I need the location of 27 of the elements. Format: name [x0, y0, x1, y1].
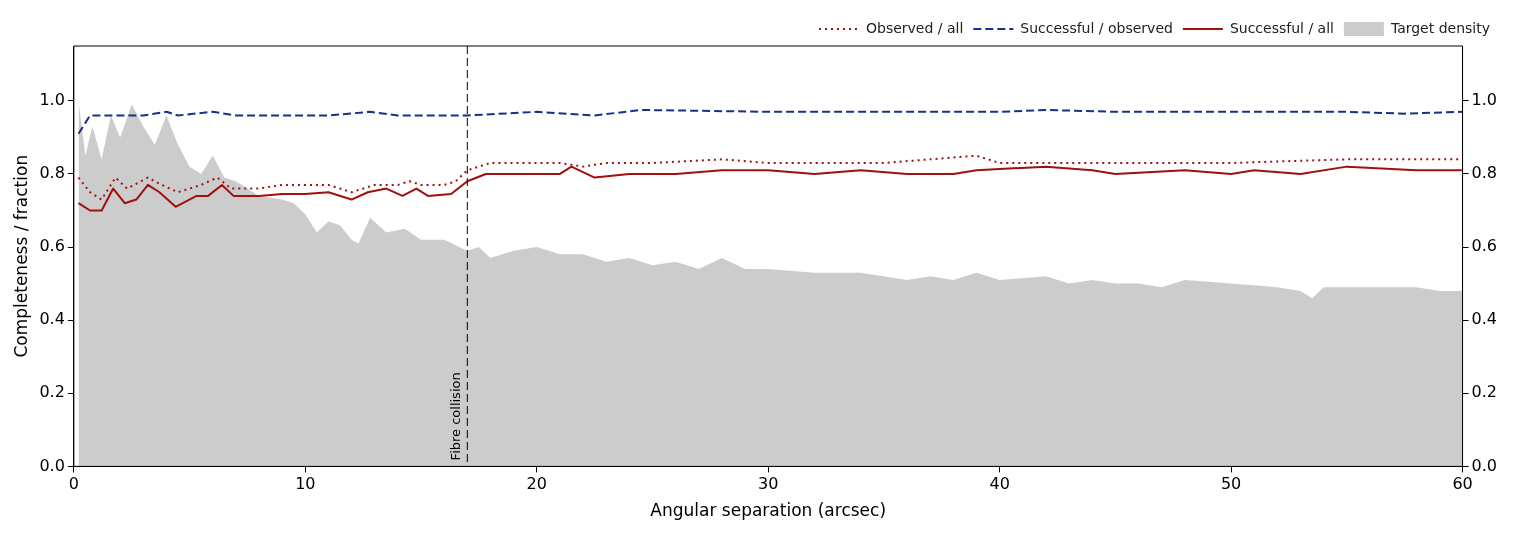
legend-label: Successful / observed [1020, 19, 1173, 36]
x-axis-title: Angular separation (arcsec) [650, 500, 887, 521]
y-tick-label: 0.8 [39, 163, 65, 183]
y-tick-label: 0.4 [39, 309, 65, 329]
legend-label: Successful / all [1229, 19, 1334, 36]
y2-tick-label: 0.0 [1471, 455, 1498, 475]
x-tick-label: 50 [1220, 474, 1242, 494]
x-tick-label: 60 [1452, 474, 1473, 494]
legend-label: Target density [1389, 19, 1490, 36]
y2-tick-label: 1.0 [1471, 89, 1498, 109]
y-tick-label: 1.0 [39, 89, 65, 109]
y2-tick-label: 0.8 [1471, 163, 1498, 183]
x-tick-label: 10 [295, 474, 316, 494]
y-axis-title: Completeness / fraction [10, 154, 31, 358]
x-tick-label: 30 [758, 474, 779, 494]
ref-line-label: Fibre collision [448, 372, 464, 461]
y2-tick-label: 0.2 [1471, 382, 1498, 402]
y-tick-label: 0.0 [39, 455, 65, 475]
y2-tick-label: 0.4 [1471, 309, 1498, 329]
legend-label: Observed / all [865, 19, 964, 36]
x-tick-label: 0 [68, 474, 79, 494]
y2-tick-label: 0.6 [1471, 236, 1498, 256]
line-series [77, 108, 1463, 135]
y-tick-label: 0.2 [39, 382, 65, 402]
y-tick-label: 0.6 [39, 236, 65, 256]
x-tick-label: 40 [989, 474, 1010, 494]
x-tick-label: 20 [526, 474, 547, 494]
